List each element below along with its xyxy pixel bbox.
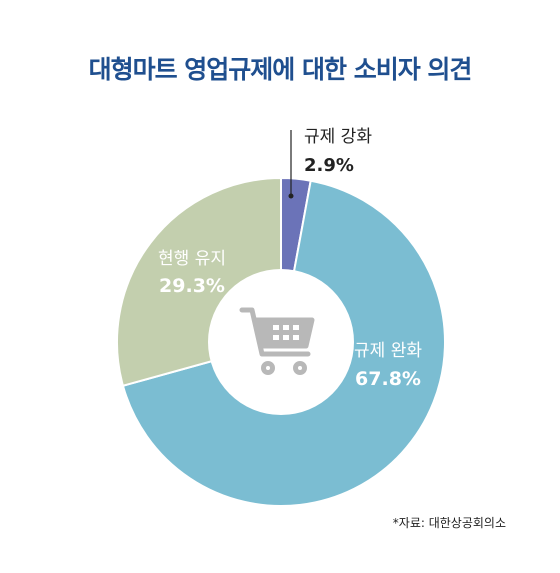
label-strengthen-name: 규제 강화 bbox=[304, 127, 372, 147]
label-maintain-value: 29.3% bbox=[159, 275, 225, 297]
label-relax-value: 67.8% bbox=[355, 368, 421, 390]
label-maintain-name: 현행 유지 bbox=[158, 249, 226, 269]
leader-dot bbox=[289, 194, 294, 199]
source-note: *자료: 대한상공회의소 bbox=[393, 514, 506, 531]
label-relax-name: 규제 완화 bbox=[354, 341, 422, 361]
label-strengthen-value: 2.9% bbox=[304, 155, 354, 176]
